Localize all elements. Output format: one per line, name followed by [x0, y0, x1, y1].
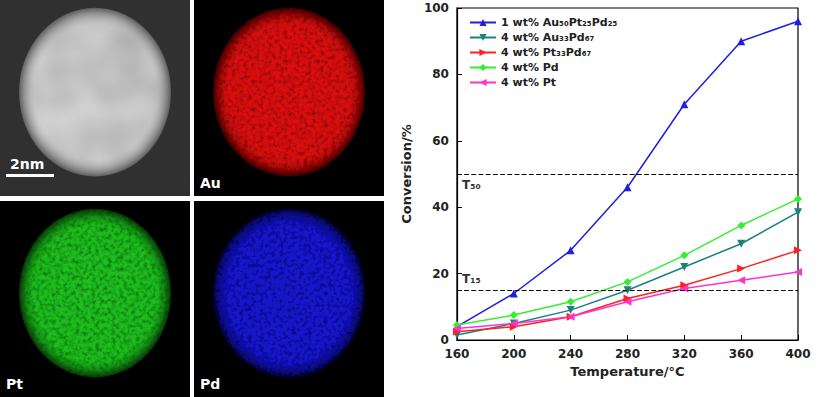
svg-text:80: 80 [432, 67, 449, 81]
svg-text:60: 60 [432, 134, 449, 148]
svg-text:280: 280 [615, 347, 640, 361]
svg-text:20: 20 [432, 267, 449, 281]
svg-text:T₁₅: T₁₅ [462, 272, 481, 286]
svg-text:Conversion/%: Conversion/% [399, 124, 414, 224]
svg-text:Temperature/°C: Temperature/°C [570, 364, 684, 379]
svg-text:T₅₀: T₅₀ [462, 178, 481, 192]
svg-text:200: 200 [501, 347, 526, 361]
svg-text:Pt: Pt [6, 376, 23, 392]
svg-text:40: 40 [432, 200, 449, 214]
svg-text:Pd: Pd [200, 376, 220, 392]
svg-text:160: 160 [444, 347, 469, 361]
svg-text:1 wt% Au₅₀Pt₂₅Pd₂₅: 1 wt% Au₅₀Pt₂₅Pd₂₅ [501, 16, 617, 29]
svg-text:240: 240 [558, 347, 583, 361]
svg-text:400: 400 [785, 347, 810, 361]
svg-text:100: 100 [424, 1, 449, 15]
svg-text:4 wt% Pd: 4 wt% Pd [501, 61, 559, 74]
svg-text:4 wt% Pt₃₃Pd₆₇: 4 wt% Pt₃₃Pd₆₇ [501, 46, 591, 59]
svg-text:2nm: 2nm [10, 156, 44, 172]
svg-text:4 wt% Pt: 4 wt% Pt [501, 76, 556, 89]
svg-text:4 wt% Au₃₃Pd₆₇: 4 wt% Au₃₃Pd₆₇ [501, 31, 594, 44]
svg-text:320: 320 [672, 347, 697, 361]
svg-text:0: 0 [441, 333, 449, 347]
svg-text:360: 360 [729, 347, 754, 361]
svg-text:Au: Au [200, 175, 221, 191]
